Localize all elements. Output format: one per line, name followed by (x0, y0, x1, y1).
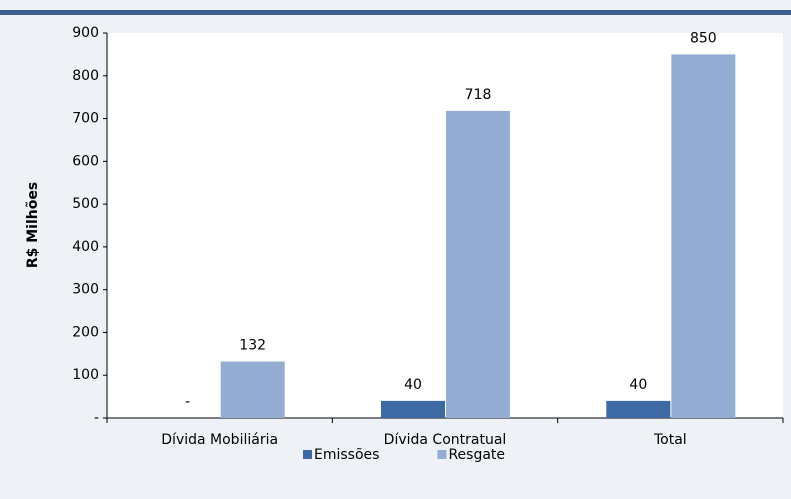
value-label: 850 (690, 30, 717, 46)
y-tick-label: 300 (72, 282, 99, 298)
top-band (0, 10, 791, 15)
bar (671, 54, 736, 419)
bar (220, 361, 285, 418)
legend-swatch (303, 450, 312, 459)
y-tick-label: 400 (72, 239, 99, 255)
legend-label: Resgate (448, 447, 505, 463)
bar (606, 400, 671, 418)
x-tick-label: Dívida Contratual (384, 432, 507, 448)
x-tick-label: Total (653, 432, 687, 448)
legend-label: Emissões (314, 447, 379, 463)
plot-area (107, 33, 783, 418)
value-label: 40 (404, 377, 422, 393)
y-tick-label: 100 (72, 367, 99, 383)
y-tick-label: 900 (72, 25, 99, 41)
y-tick-label: 800 (72, 68, 99, 84)
y-tick-label: 500 (72, 196, 99, 212)
y-axis-label: R$ Milhões (25, 182, 41, 268)
y-tick-label: 600 (72, 153, 99, 169)
legend-swatch (437, 450, 447, 459)
y-tick-label: 200 (72, 324, 99, 340)
bar (446, 110, 510, 418)
x-tick-label: Dívida Mobiliária (161, 432, 278, 448)
value-label: 40 (629, 377, 647, 393)
value-label: - (185, 394, 190, 410)
y-tick-label: - (94, 410, 99, 426)
bar (381, 400, 445, 418)
y-tick-label: 700 (72, 111, 99, 127)
value-label: 132 (239, 338, 266, 354)
value-label: 718 (465, 87, 492, 103)
